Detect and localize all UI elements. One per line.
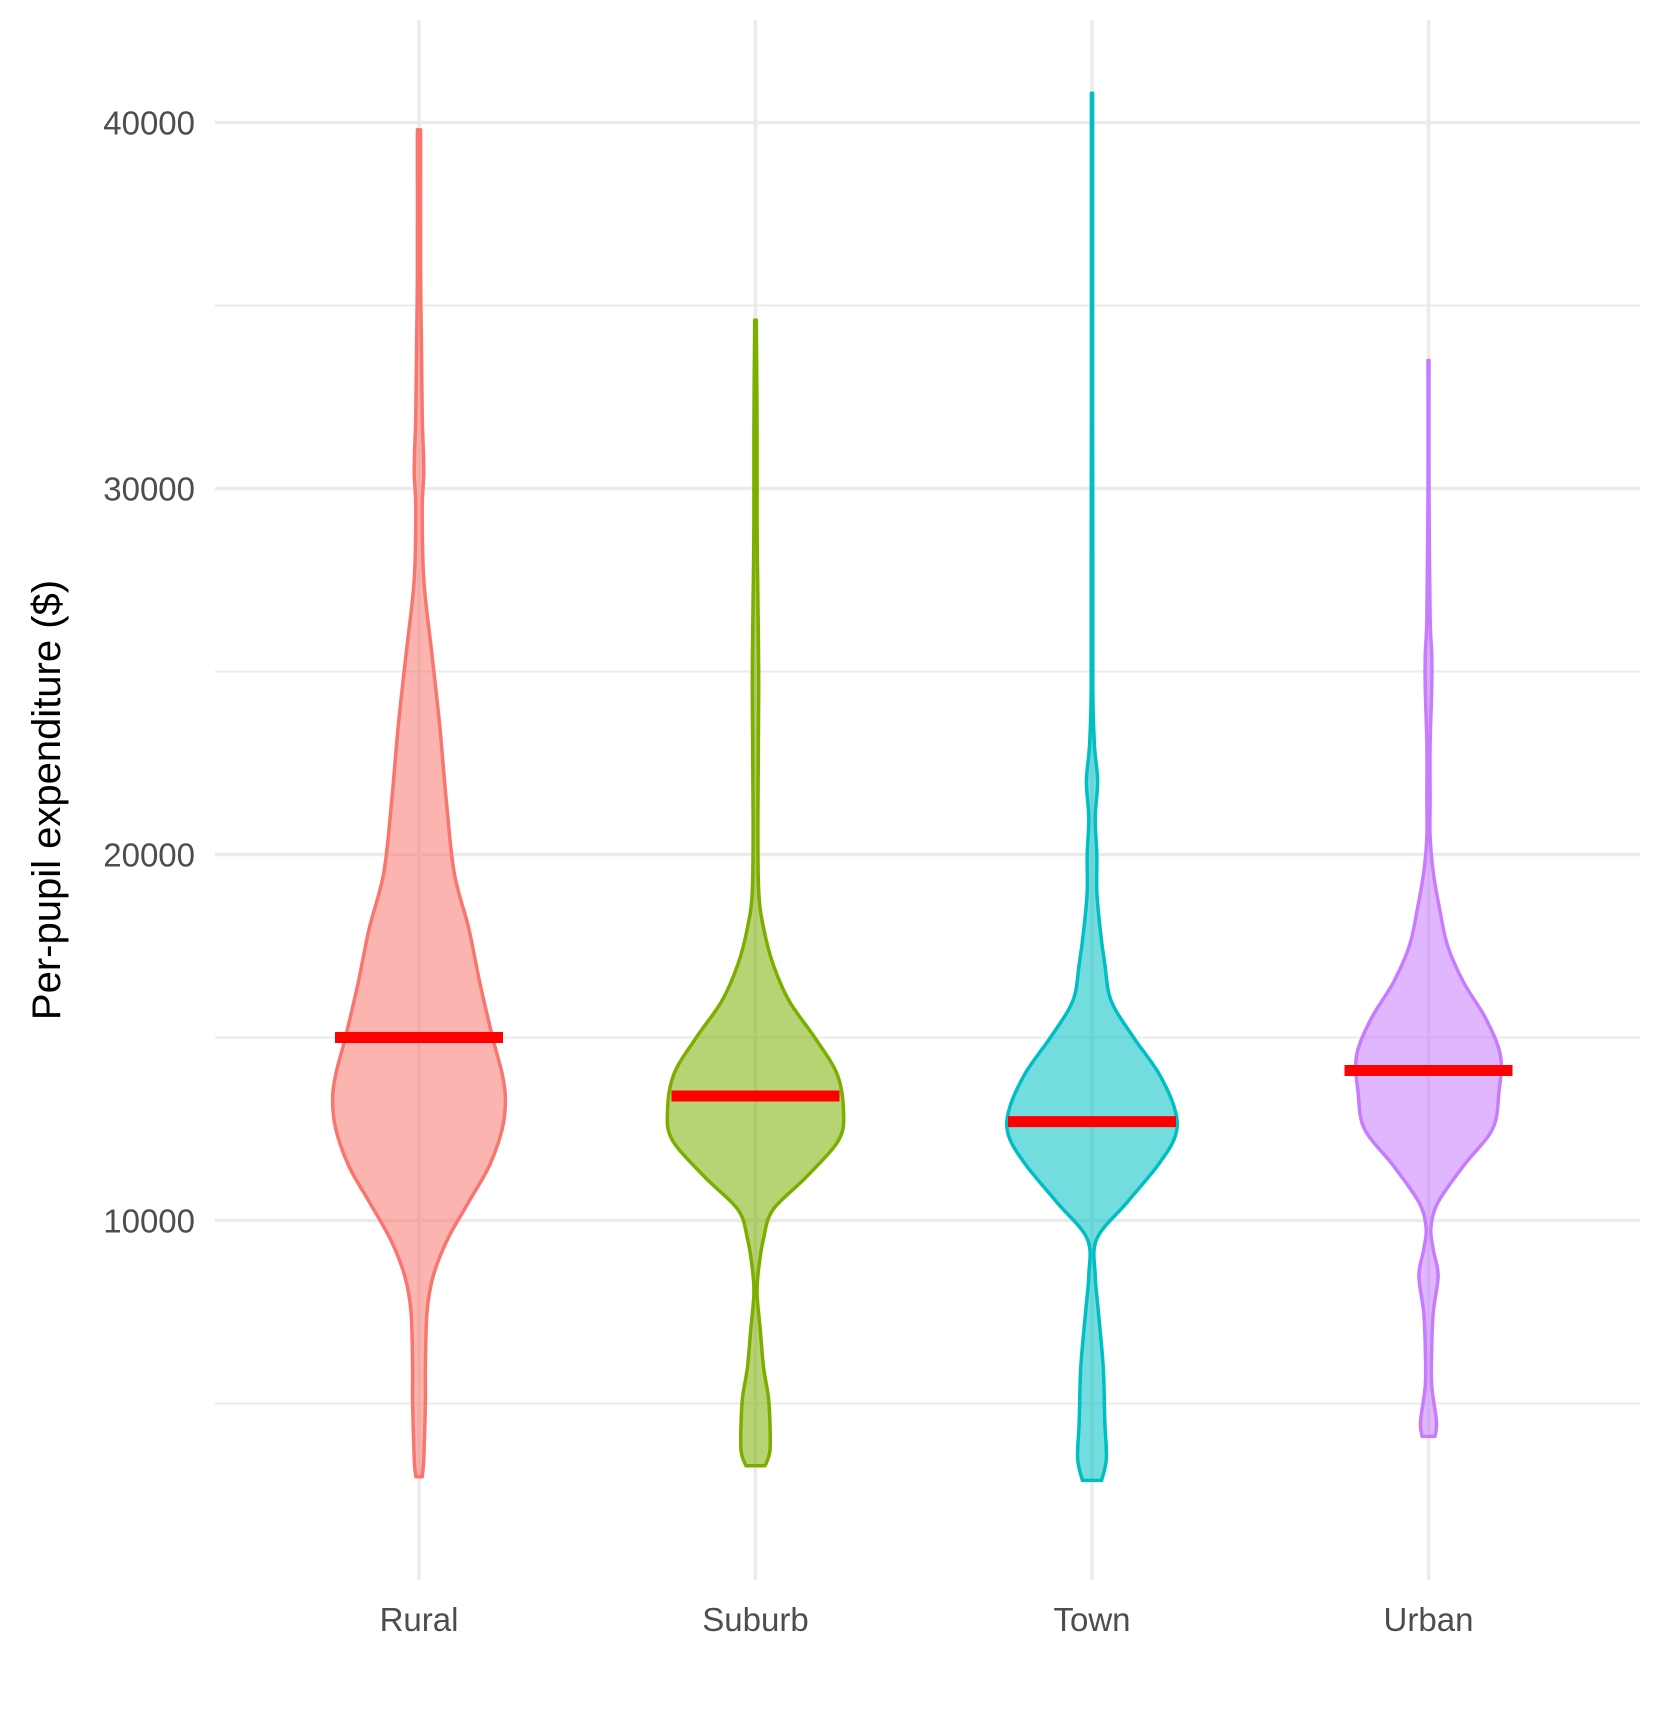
y-tick-label: 30000 <box>103 471 195 508</box>
violin-rural <box>330 128 508 1479</box>
x-tick-label-town: Town <box>1053 1601 1130 1638</box>
y-axis-title: Per-pupil expenditure ($) <box>25 580 69 1020</box>
violin-town <box>1004 91 1180 1483</box>
y-tick-label: 10000 <box>103 1203 195 1240</box>
y-tick-labels: 10000 20000 30000 40000 <box>103 105 195 1240</box>
x-tick-label-suburb: Suburb <box>702 1601 808 1638</box>
y-tick-label: 40000 <box>103 105 195 142</box>
violin-suburb <box>665 318 846 1468</box>
x-tick-label-rural: Rural <box>380 1601 459 1638</box>
violin-urban <box>1353 358 1504 1439</box>
x-tick-labels: Rural Suburb Town Urban <box>380 1601 1474 1638</box>
y-tick-label: 20000 <box>103 837 195 874</box>
x-tick-label-urban: Urban <box>1384 1601 1474 1638</box>
violins-layer <box>330 91 1504 1483</box>
median-lines-layer <box>335 1032 1513 1128</box>
